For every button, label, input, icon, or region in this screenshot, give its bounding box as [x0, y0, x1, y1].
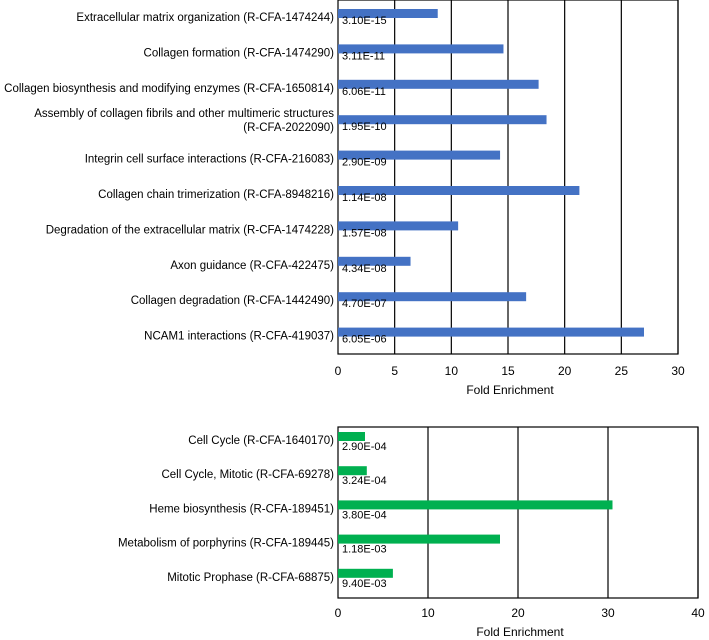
category-label-1-9: Collagen degradation (R-CFA-1442490)	[131, 295, 334, 307]
category-label-2-4: Metabolism of porphyrins (R-CFA-189445)	[118, 538, 334, 550]
category-label-2-1: Cell Cycle (R-CFA-1640170)	[188, 435, 334, 447]
category-label-2-3: Heme biosynthesis (R-CFA-189451)	[149, 503, 334, 515]
x-tick-1-30: 30	[671, 364, 685, 378]
pvalue-label-2-1: 2.90E-04	[342, 441, 387, 453]
bar-1-10	[338, 327, 644, 337]
x-tick-2-40: 40	[691, 606, 705, 620]
pvalue-label-1-7: 1.57E-08	[342, 227, 387, 239]
pvalue-label-2-4: 1.18E-03	[342, 544, 387, 556]
bar-2-3	[338, 500, 613, 510]
x-tick-2-20: 20	[511, 606, 525, 620]
x-tick-1-25: 25	[615, 364, 629, 378]
category-label-2-2: Cell Cycle, Mitotic (R-CFA-69278)	[161, 469, 334, 481]
bar-1-1	[338, 9, 438, 18]
pvalue-label-1-4: 1.95E-10	[342, 121, 387, 133]
pvalue-label-2-3: 3.80E-04	[342, 509, 387, 521]
pvalue-label-1-6: 1.14E-08	[342, 192, 387, 204]
category-label-1-10: NCAM1 interactions (R-CFA-419037)	[144, 331, 334, 343]
bar-1-6	[338, 186, 580, 195]
plot-frame-2	[337, 426, 699, 599]
bar-2-1	[338, 432, 365, 441]
bar-2-2	[338, 466, 367, 476]
pvalue-label-1-8: 4.34E-08	[342, 263, 387, 275]
pvalue-label-2-5: 9.40E-03	[342, 578, 387, 590]
x-tick-1-15: 15	[501, 364, 515, 378]
x-tick-2-0: 0	[335, 606, 342, 620]
category-label-1-5: Integrin cell surface interactions (R-CF…	[85, 154, 334, 166]
x-tick-2-30: 30	[601, 606, 615, 620]
category-label-1-4-line2: (R-CFA-2022090)	[243, 122, 334, 134]
x-tick-2-10: 10	[421, 606, 435, 620]
bar-1-4	[338, 115, 547, 125]
pvalue-label-1-10: 6.05E-06	[342, 334, 387, 346]
bar-1-3	[338, 79, 539, 89]
category-label-1-7: Degradation of the extracellular matrix …	[46, 224, 334, 236]
bar-1-7	[338, 221, 459, 231]
category-label-1-6: Collagen chain trimerization (R-CFA-8948…	[98, 189, 334, 201]
category-label-1-2: Collagen formation (R-CFA-1474290)	[144, 47, 335, 59]
x-tick-1-20: 20	[558, 364, 572, 378]
x-tick-1-10: 10	[445, 364, 459, 378]
pvalue-label-2-2: 3.24E-04	[342, 475, 387, 487]
x-tick-1-0: 0	[335, 364, 342, 378]
bar-1-2	[338, 44, 504, 54]
category-label-1-3: Collagen biosynthesis and modifying enzy…	[4, 83, 334, 95]
x-axis-title-1: Fold Enrichment	[466, 383, 554, 397]
pvalue-label-1-9: 4.70E-07	[342, 298, 387, 310]
pvalue-label-1-3: 6.06E-11	[342, 86, 386, 98]
x-tick-1-5: 5	[391, 364, 398, 378]
category-label-2-5: Mitotic Prophase (R-CFA-68875)	[167, 572, 334, 584]
bar-1-9	[338, 292, 527, 302]
category-label-1-1: Extracellular matrix organization (R-CFA…	[76, 12, 334, 24]
pvalue-label-1-5: 2.90E-09	[342, 157, 387, 169]
pvalue-label-1-2: 3.11E-11	[342, 50, 385, 62]
category-label-1-4: Assembly of collagen fibrils and other m…	[34, 108, 334, 120]
pvalue-label-1-1: 3.10E-15	[342, 15, 387, 27]
bar-2-5	[338, 568, 393, 578]
bar-1-5	[338, 150, 501, 160]
bar-1-8	[338, 256, 411, 266]
category-label-1-8: Axon guidance (R-CFA-422475)	[170, 260, 334, 272]
plot-frame-1	[337, 0, 679, 355]
x-axis-title-2: Fold Enrichment	[476, 625, 564, 639]
bar-2-4	[338, 534, 500, 544]
